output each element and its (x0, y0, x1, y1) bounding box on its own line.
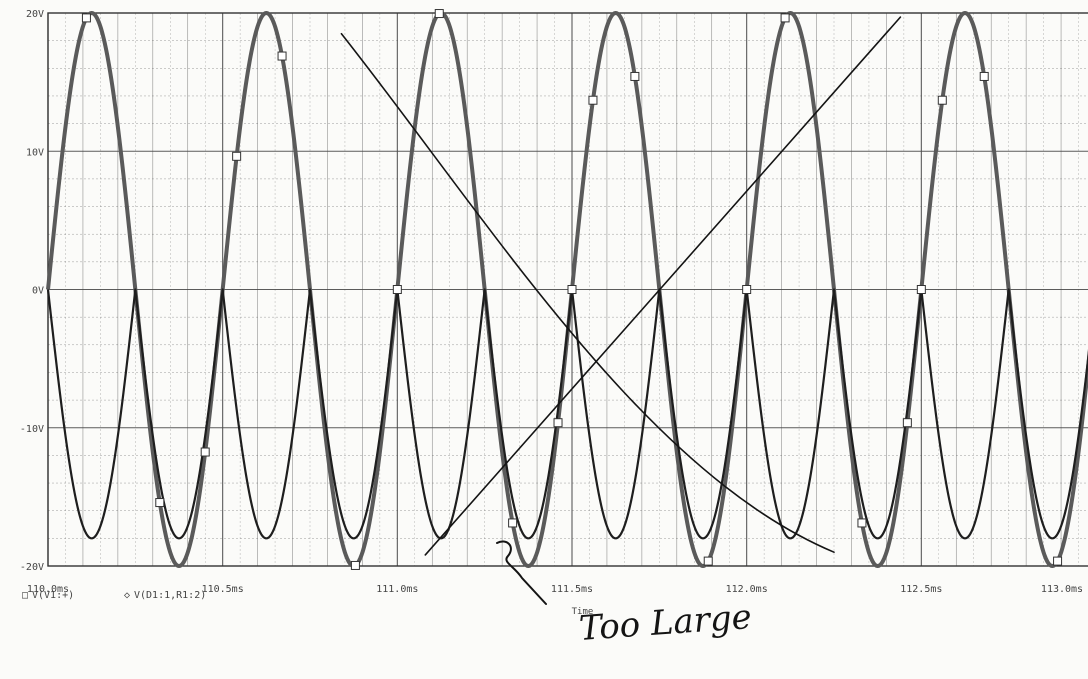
series-marker-d1-r1 (392, 285, 402, 294)
chart-markers (81, 9, 1063, 570)
series-marker-v1 (277, 51, 287, 61)
legend-marker: □ (22, 590, 28, 601)
x-tick-label: 110.0ms (27, 584, 69, 595)
x-tick-label: 112.0ms (726, 584, 768, 595)
series-marker-v1 (1053, 556, 1063, 566)
x-tick-label: 111.0ms (376, 584, 418, 595)
x-axis-title: Time (572, 607, 594, 617)
hand-drawn-rising-line (424, 16, 902, 556)
legend-marker: ◇ (124, 590, 130, 601)
series-marker-d1-r1 (742, 285, 752, 294)
series-marker-v1 (588, 95, 598, 105)
series-marker-v1 (780, 13, 790, 23)
y-tick-label: 10V (26, 147, 44, 158)
series-marker-v1 (350, 560, 360, 570)
hand-drawn-arrow (496, 540, 547, 605)
x-tick-label: 112.5ms (900, 584, 942, 595)
series-marker-v1 (937, 95, 947, 105)
series-marker-v1 (155, 498, 165, 508)
series-marker-d1-r1 (916, 285, 926, 294)
x-tick-label: 111.5ms (551, 584, 593, 595)
series-marker-v1 (979, 71, 989, 81)
legend-entry: V(D1:1,R1:2) (134, 590, 206, 601)
series-marker-v1 (902, 418, 912, 428)
series-marker-v1 (703, 556, 713, 566)
x-tick-label: 113.0ms (1041, 584, 1083, 595)
y-tick-label: 0V (32, 286, 44, 297)
hand-drawn-falling-curve (340, 32, 835, 553)
y-tick-label: 20V (26, 9, 44, 20)
series-marker-d1-r1 (567, 285, 577, 294)
series-marker-v1 (81, 13, 91, 23)
legend: □ V(V1:+) ◇ V(D1:1,R1:2) (22, 590, 206, 601)
y-axis-labels: 20V 10V 0V -10V -20V (20, 9, 44, 573)
series-marker-v1 (857, 518, 867, 528)
y-tick-label: -20V (20, 562, 44, 573)
x-tick-label: 110.5ms (202, 584, 244, 595)
series-marker-v1 (200, 447, 210, 457)
series-marker-v1 (508, 518, 518, 528)
series-line-d1-r1 (46, 288, 1088, 540)
handwritten-note: Too Large (578, 597, 753, 649)
series-marker-v1 (630, 71, 640, 81)
series-marker-v1 (553, 418, 563, 428)
series-marker-v1 (232, 151, 242, 161)
legend-entry: V(V1:+) (32, 590, 74, 601)
series-marker-v1 (434, 9, 444, 19)
x-axis-labels: 110.0ms 110.5ms 111.0ms 111.5ms 112.0ms 112.5… (27, 584, 1083, 617)
y-tick-label: -10V (20, 424, 44, 435)
